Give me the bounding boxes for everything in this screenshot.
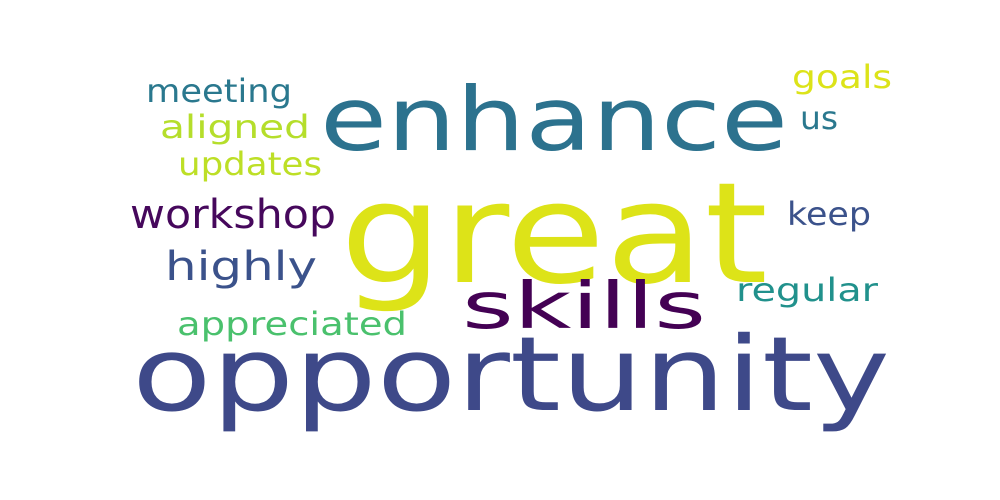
word-regular: regular <box>736 271 879 309</box>
word-aligned: aligned <box>160 108 310 146</box>
word-opportunity: opportunity <box>132 315 890 435</box>
word-meeting: meeting <box>146 72 292 110</box>
word-highly: highly <box>165 244 317 290</box>
word-keep: keep <box>787 195 871 233</box>
word-goals: goals <box>792 58 892 96</box>
word-updates: updates <box>178 145 322 183</box>
word-great: great <box>340 153 768 316</box>
word-appreciated: appreciated <box>177 305 407 343</box>
word-us: us <box>800 99 838 137</box>
word-skills: skills <box>462 270 706 344</box>
word-enhance: enhance <box>320 68 788 171</box>
word-workshop: workshop <box>130 192 336 238</box>
